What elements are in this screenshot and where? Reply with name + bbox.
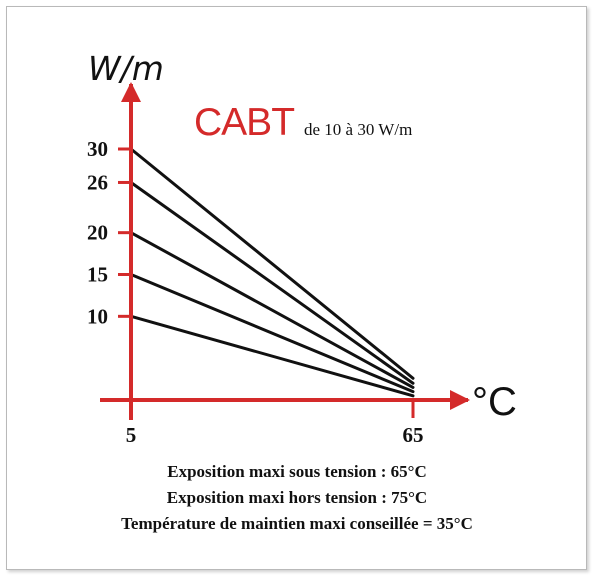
y-tick-label-1: 15	[87, 263, 108, 287]
y-ticks: 10 15 20 26 30	[87, 137, 131, 328]
series-line-3	[129, 231, 415, 389]
x-tick-label-0: 5	[126, 423, 137, 447]
series-lines	[129, 147, 415, 398]
y-tick-label-4: 30	[87, 137, 108, 161]
y-tick-label-3: 26	[87, 170, 108, 194]
chart-frame	[6, 6, 587, 570]
x-tick-label-1: 65	[403, 423, 424, 447]
note-exposition-off: Exposition maxi hors tension : 75°C	[167, 488, 427, 507]
series-line-4	[129, 273, 415, 394]
y-tick-label-2: 20	[87, 221, 108, 245]
y-tick-label-0: 10	[87, 304, 108, 328]
note-maintenance-temp: Température de maintien maxi conseillée …	[121, 514, 473, 533]
series-line-1	[129, 147, 415, 380]
chart-title: CABT	[194, 101, 294, 144]
x-axis-label: °C	[472, 380, 517, 424]
series-line-2	[129, 180, 415, 385]
series-line-5	[129, 314, 415, 398]
x-ticks: 5 65	[126, 400, 424, 447]
chart-subtitle: de 10 à 30 W/m	[304, 120, 412, 139]
note-exposition-on: Exposition maxi sous tension : 65°C	[167, 462, 426, 481]
chart-title-line: CABT de 10 à 30 W/m	[194, 101, 412, 144]
y-axis-label: W/m	[88, 49, 164, 88]
